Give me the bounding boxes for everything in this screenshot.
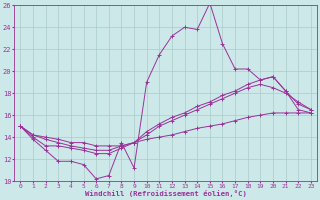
X-axis label: Windchill (Refroidissement éolien,°C): Windchill (Refroidissement éolien,°C)	[85, 190, 247, 197]
